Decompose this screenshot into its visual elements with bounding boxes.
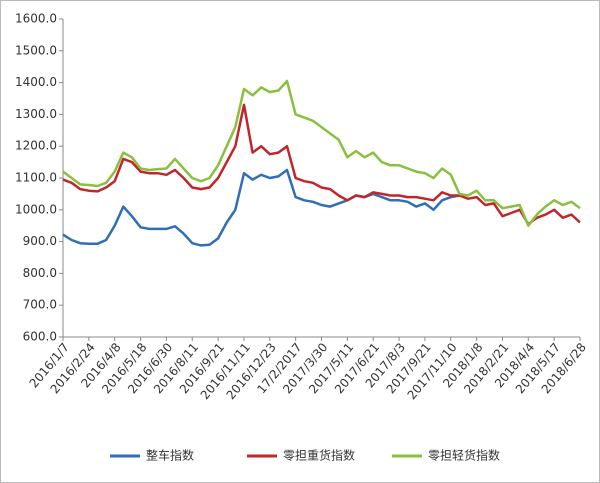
y-tick-label: 700.0	[23, 298, 57, 312]
y-tick-label: 1500.0	[15, 43, 57, 57]
series-line	[62, 103, 581, 226]
y-tick-label: 1600.0	[15, 12, 57, 26]
legend-label: 整车指数	[146, 448, 194, 463]
y-tick-label: 1300.0	[15, 107, 57, 121]
y-tick-label: 800.0	[23, 266, 57, 280]
y-tick-label: 600.0	[23, 330, 57, 344]
series-line	[62, 79, 581, 227]
series-line	[62, 168, 460, 247]
y-tick-label: 1000.0	[15, 202, 57, 216]
y-tick-label: 1400.0	[15, 75, 57, 89]
y-tick-label: 1200.0	[15, 139, 57, 153]
legend-label: 零担轻货指数	[428, 448, 500, 463]
legend-label: 零担重货指数	[283, 448, 355, 463]
y-tick-label: 900.0	[23, 234, 57, 248]
y-tick-label: 1100.0	[15, 171, 57, 185]
